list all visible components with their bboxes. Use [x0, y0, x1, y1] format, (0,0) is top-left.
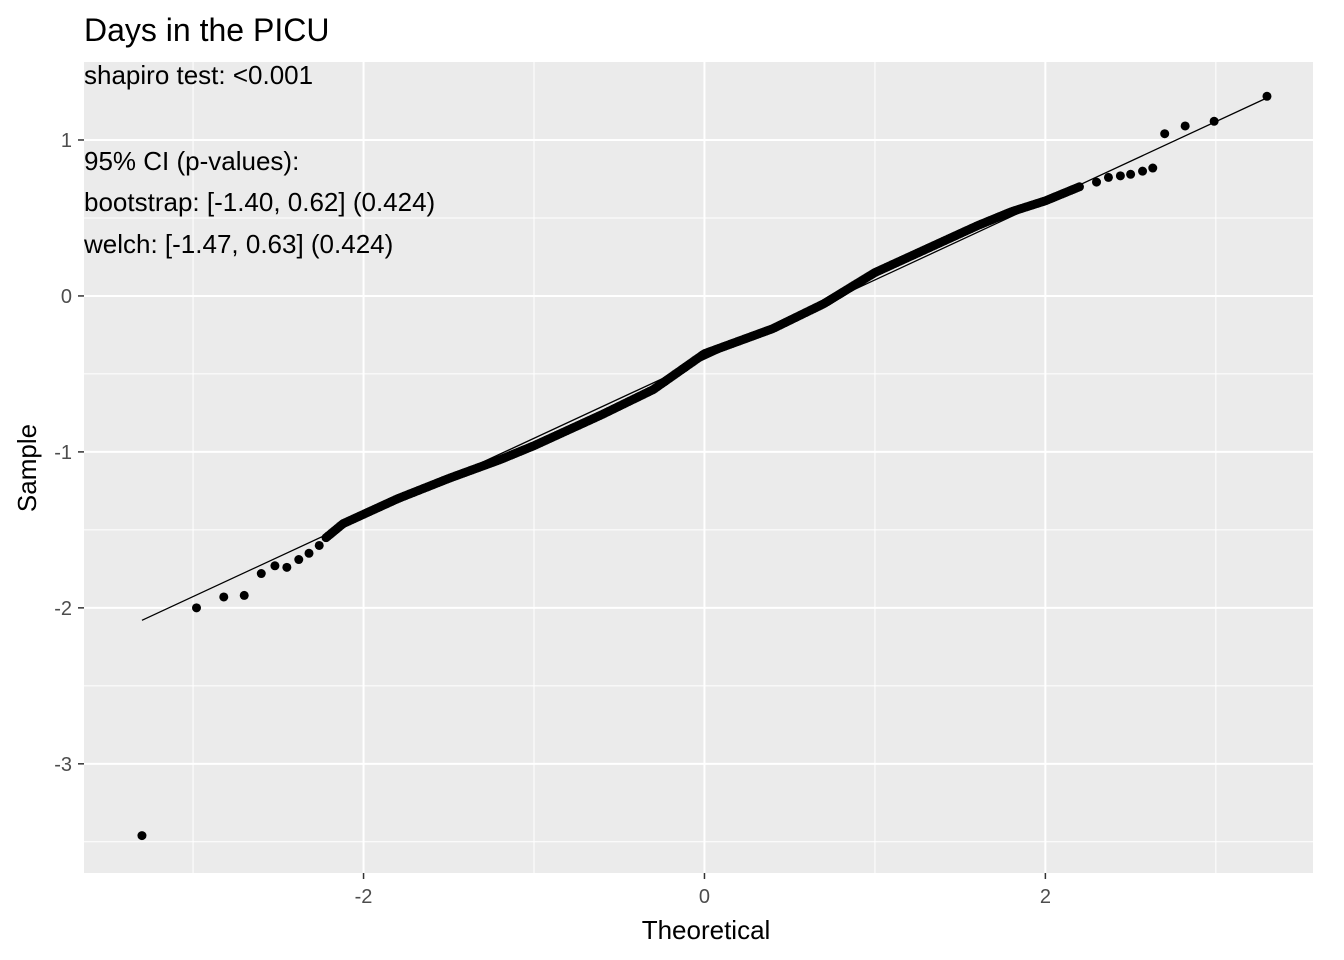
- data-point: [294, 555, 304, 565]
- data-point: [1148, 163, 1158, 173]
- y-tick-label: 1: [61, 130, 72, 152]
- y-tick-label: -2: [54, 598, 72, 620]
- x-tick-label: 2: [1040, 886, 1051, 908]
- data-point: [314, 540, 324, 550]
- data-point: [1262, 91, 1272, 101]
- data-point: [1074, 182, 1084, 192]
- y-tick-label: 0: [61, 286, 72, 308]
- x-tick-label: 0: [699, 886, 710, 908]
- minor-gridlines: [84, 62, 1313, 873]
- annotation-bootstrap: bootstrap: [-1.40, 0.62] (0.424): [84, 187, 435, 217]
- y-tick-labels: -3 -2 -1 0 1: [54, 130, 72, 776]
- x-tick-labels: -2 0 2: [355, 886, 1051, 908]
- data-point: [192, 603, 202, 613]
- data-point: [270, 561, 280, 571]
- data-point: [1126, 169, 1136, 179]
- data-point: [304, 548, 314, 558]
- chart-title: Days in the PICU: [84, 12, 329, 48]
- y-tick-label: -3: [54, 754, 72, 776]
- annotation-welch: welch: [-1.47, 0.63] (0.424): [83, 229, 393, 259]
- data-point: [256, 569, 266, 579]
- annotation-shapiro: shapiro test: <0.001: [84, 60, 313, 90]
- data-point: [1115, 171, 1125, 181]
- axis-ticks: [78, 139, 1047, 879]
- data-point: [1160, 129, 1170, 139]
- x-axis-title: Theoretical: [642, 915, 771, 945]
- data-point: [219, 592, 229, 602]
- y-axis-title: Sample: [12, 424, 42, 512]
- annotation-block: shapiro test: <0.001 95% CI (p-values): …: [83, 60, 435, 259]
- data-point: [282, 562, 292, 572]
- data-point: [239, 590, 249, 600]
- plot-panel: [84, 62, 1313, 873]
- annotation-ci-header: 95% CI (p-values):: [84, 146, 299, 176]
- data-point: [1103, 172, 1113, 182]
- data-point: [137, 831, 147, 841]
- y-tick-label: -1: [54, 442, 72, 464]
- x-tick-label: -2: [355, 886, 373, 908]
- data-point: [1092, 177, 1102, 187]
- data-point: [1180, 121, 1190, 131]
- data-points: [137, 91, 1272, 841]
- data-point: [1209, 116, 1219, 126]
- data-point: [1138, 166, 1148, 176]
